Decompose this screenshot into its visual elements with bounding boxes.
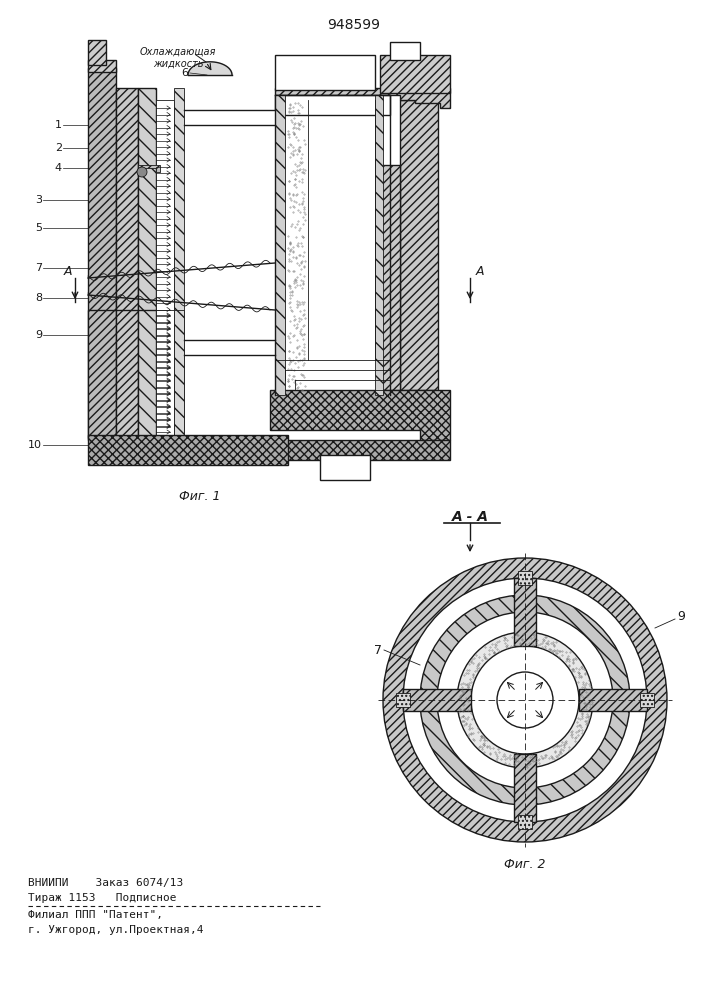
Circle shape [137,167,147,177]
Text: 1: 1 [55,120,62,130]
Circle shape [420,595,630,805]
Bar [518,571,532,585]
Bar [518,815,532,829]
Text: А - А: А - А [452,510,489,524]
Bar [275,95,285,395]
Bar [88,68,116,438]
Circle shape [497,672,553,728]
Polygon shape [514,578,536,646]
Circle shape [383,558,667,842]
Bar [156,100,174,435]
Bar [275,55,375,90]
Bar [88,40,106,65]
Polygon shape [184,110,275,125]
Bar [320,455,370,480]
Text: Фиг. 1: Фиг. 1 [180,490,221,503]
Polygon shape [579,689,647,711]
Text: А: А [64,265,72,278]
Bar [116,88,138,438]
Polygon shape [270,440,450,460]
Text: 7: 7 [35,263,42,273]
Text: г. Ужгород, ул.Проектная,4: г. Ужгород, ул.Проектная,4 [28,925,204,935]
Bar [138,88,156,438]
Text: Фиг. 2: Фиг. 2 [504,858,546,871]
Polygon shape [403,689,471,711]
Bar [88,310,116,440]
Bar [400,100,438,390]
Bar [88,435,288,465]
Text: 6: 6 [182,68,189,78]
Text: 2: 2 [55,143,62,153]
Circle shape [471,646,579,754]
Text: А: А [476,265,484,278]
Text: 3: 3 [35,195,42,205]
Text: Охлаждающая
жидкость: Охлаждающая жидкость [140,47,216,69]
Polygon shape [270,390,450,440]
Bar [380,55,450,93]
Text: ВНИИПИ    Заказ 6074/13: ВНИИПИ Заказ 6074/13 [28,878,183,888]
Circle shape [403,578,647,822]
Text: Тираж 1153   Подписное: Тираж 1153 Подписное [28,893,177,903]
Text: Филиал ППП "Патент",: Филиал ППП "Патент", [28,910,163,920]
Bar [275,95,390,115]
Bar [116,310,138,440]
Text: 8: 8 [35,293,42,303]
Bar [138,310,156,440]
Bar [174,88,184,438]
Text: 10: 10 [28,440,42,450]
Text: 5: 5 [35,223,42,233]
Bar [640,693,654,707]
Bar [396,693,410,707]
Text: 4: 4 [55,163,62,173]
Bar [390,42,420,60]
Polygon shape [275,88,450,108]
Bar [174,310,184,440]
Bar [380,165,400,390]
Text: 9: 9 [677,610,685,624]
Polygon shape [514,754,536,822]
Text: 9: 9 [35,330,42,340]
Text: 7: 7 [374,644,382,656]
Circle shape [457,632,593,768]
Polygon shape [138,165,160,172]
Text: 948599: 948599 [327,18,380,32]
Bar [375,95,383,395]
Bar [156,310,174,440]
Bar [88,60,116,72]
Circle shape [437,612,613,788]
